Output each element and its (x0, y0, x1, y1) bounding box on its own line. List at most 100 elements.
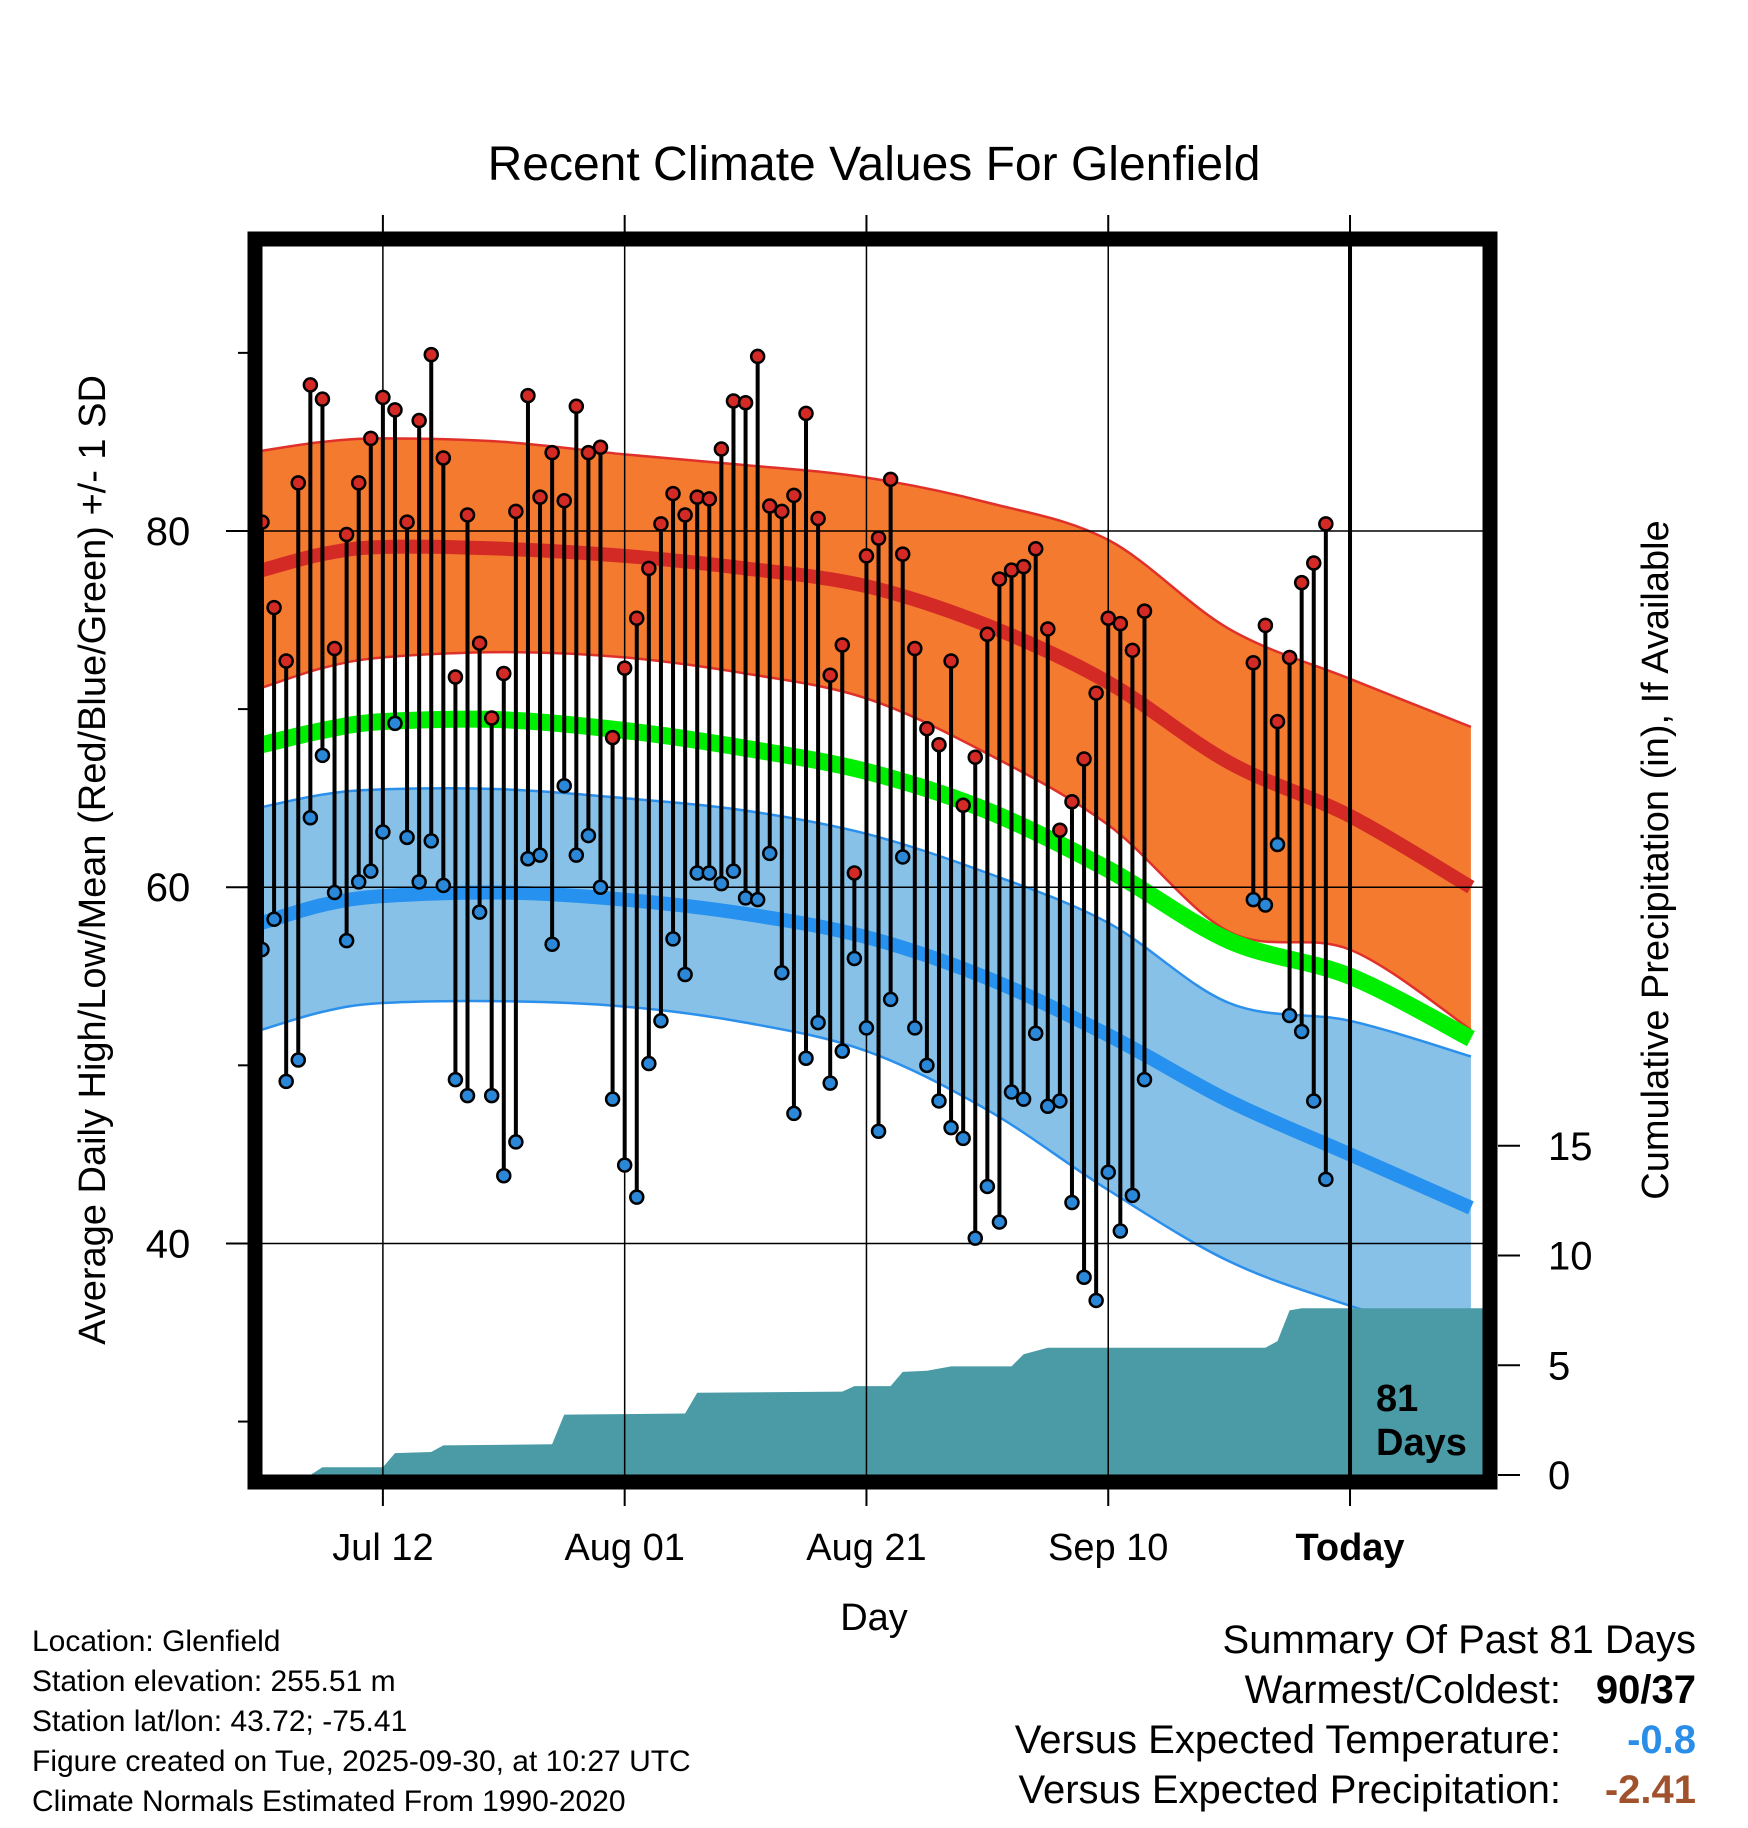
daily-high-point (665, 485, 681, 502)
daily-low-point (653, 1013, 669, 1029)
daily-low-point (1112, 1223, 1129, 1239)
daily-low-point (459, 1087, 476, 1104)
daily-high-point (1245, 655, 1262, 671)
daily-low-point (749, 891, 766, 908)
daily-low-point (302, 810, 319, 826)
daily-high-point (544, 444, 560, 461)
daily-high-point (1052, 822, 1068, 838)
daily-low-point (350, 874, 367, 890)
daily-low-point (290, 1052, 307, 1068)
daily-low-point (1257, 897, 1274, 913)
daily-high-point (919, 720, 935, 737)
daily-low-point (266, 911, 282, 928)
daily-high-point (931, 736, 947, 753)
daily-high-point (532, 489, 548, 505)
daily-low-point (1293, 1023, 1310, 1040)
daily-high-point (810, 510, 826, 527)
daily-low-point (665, 931, 681, 947)
daily-low-point (713, 875, 730, 892)
daily-high-point (979, 626, 996, 643)
daily-low-point (882, 991, 899, 1008)
daily-high-point (798, 405, 814, 422)
temp-label: Versus Expected Temperature: (1014, 1718, 1561, 1762)
chart-title: Recent Climate Values For Glenfield (488, 138, 1261, 191)
daily-low-point (1136, 1071, 1153, 1088)
daily-low-point (544, 936, 560, 952)
daily-low-point (568, 847, 585, 863)
daily-low-point (677, 966, 693, 983)
daily-low-point (1015, 1091, 1032, 1107)
daily-low-point (604, 1091, 621, 1107)
daily-low-point (532, 847, 548, 863)
daily-high-point (1124, 642, 1141, 659)
plot-frame (247, 231, 1498, 1490)
daily-high-point (483, 710, 500, 726)
coldest-value: 37 (1651, 1668, 1697, 1712)
daily-low-point (1318, 1171, 1334, 1188)
daily-low-point (943, 1119, 959, 1136)
daily-high-point (1293, 574, 1310, 591)
daily-low-point (761, 845, 778, 862)
high-sd-lower-line (261, 650, 1472, 1031)
daily-high-point (411, 412, 427, 429)
daily-high-point (955, 797, 971, 814)
daily-high-point (701, 491, 718, 507)
y-tick-label: 60 (146, 866, 191, 910)
daily-low-point (955, 1130, 971, 1147)
mean-normal-line (260, 710, 1475, 1047)
y-tick-label: 40 (146, 1222, 191, 1266)
daily-high-point (870, 530, 887, 546)
daily-high-point (363, 430, 379, 447)
warm-cold-value: 90/37 (1561, 1668, 1696, 1713)
low-sd-upper-line (261, 787, 1472, 1058)
daily-low-point (508, 1134, 524, 1150)
daily-high-point (435, 450, 452, 466)
daily-high-point (338, 526, 355, 543)
daily-low-point (701, 865, 718, 881)
daily-low-point (858, 1020, 875, 1036)
daily-high-point (1136, 603, 1153, 619)
daily-high-point (604, 729, 621, 746)
daily-low-point (483, 1087, 500, 1104)
daily-low-point (411, 874, 427, 890)
daily-low-point (1306, 1093, 1322, 1109)
daily-high-point (302, 377, 319, 393)
daily-high-point (653, 516, 669, 532)
x-tick-label: Aug 21 (806, 1527, 926, 1569)
y2-tick-label: 5 (1548, 1344, 1570, 1388)
daily-high-point (496, 665, 512, 682)
daily-high-point (1040, 621, 1056, 637)
daily-high-point (508, 503, 524, 520)
daily-low-point (1269, 836, 1286, 853)
daily-high-point (749, 348, 766, 365)
daily-low-point (774, 964, 790, 981)
precip-area (262, 1308, 1483, 1475)
daily-high-point (1257, 617, 1274, 634)
daily-low-point (1052, 1093, 1068, 1109)
cumulative-precip-area (262, 1308, 1483, 1475)
daily-high-point (399, 514, 415, 530)
daily-high-point (882, 471, 899, 488)
daily-high-point (616, 660, 633, 676)
warmest-value: 90 (1595, 1668, 1641, 1712)
warm-cold-row: Warmest/Coldest: 90/37 (1015, 1668, 1696, 1718)
today-count-label: 81 (1376, 1378, 1418, 1420)
x-tick-label: Sep 10 (1048, 1527, 1168, 1569)
today-days-label: Days (1376, 1422, 1467, 1464)
daily-low-point (375, 824, 391, 840)
axes: Jul 12 Aug 01 Aug 21 Sep 10 Today 40 60 80 0 5 10 1… (146, 215, 1593, 1569)
daily-low-point (423, 833, 439, 849)
daily-low-point (363, 863, 379, 879)
daily-high-point (592, 439, 609, 456)
daily-low-point (616, 1157, 633, 1173)
precip-row: Versus Expected Precipitation: -2.41 (1015, 1768, 1696, 1818)
daily-low-point (314, 747, 331, 764)
daily-low-point (1281, 1007, 1298, 1024)
high-normal-line (260, 539, 1475, 894)
x-tick-label: Aug 01 (564, 1527, 684, 1569)
daily-high-point (907, 640, 923, 657)
daily-high-point (1027, 541, 1044, 557)
daily-low-point (1076, 1269, 1092, 1286)
daily-low-point (919, 1057, 935, 1074)
